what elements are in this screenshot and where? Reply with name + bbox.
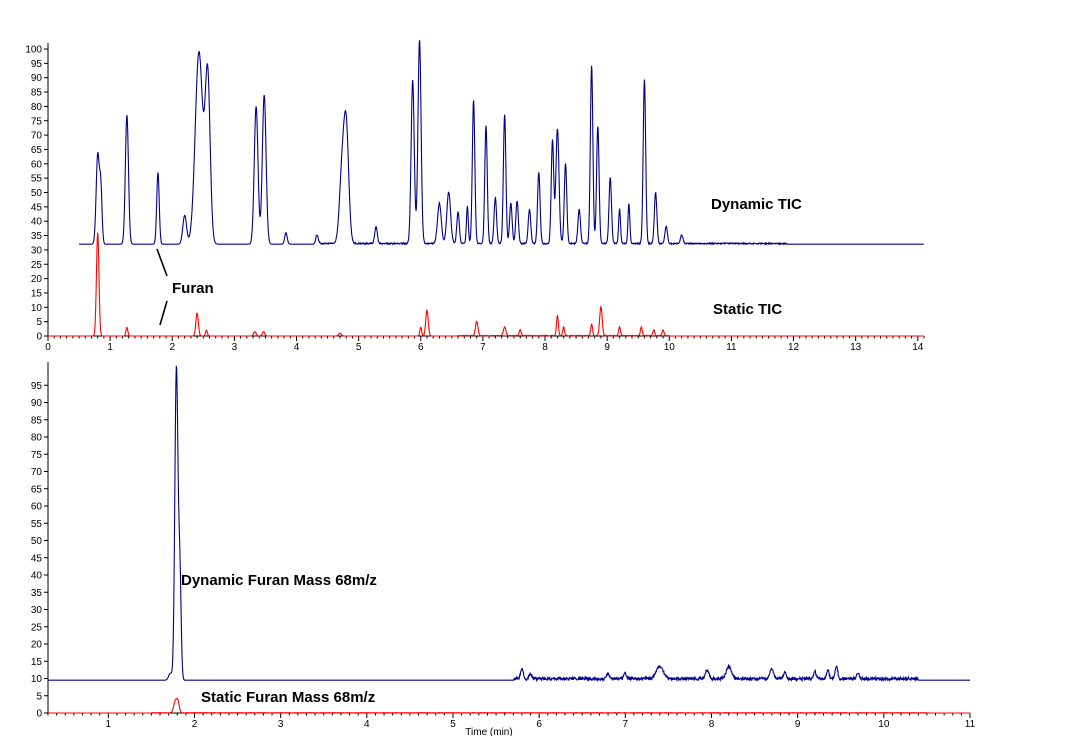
y-tick-label: 0	[36, 709, 42, 720]
series-line-dynamic-tic	[79, 40, 924, 246]
y-tick-label: 40	[31, 217, 43, 228]
y-tick-label: 5	[36, 691, 42, 702]
tic-chromatogram-panel: 0510152025303540455055606570758085909510…	[25, 40, 925, 353]
y-tick-label: 55	[31, 174, 43, 185]
y-tick-label: 10	[31, 303, 43, 314]
x-tick-label: 2	[192, 719, 198, 730]
x-tick-label: 10	[664, 342, 676, 353]
y-tick-label: 70	[31, 467, 43, 478]
series-line-dynamic-furan-mass-68m-z	[48, 365, 970, 683]
y-tick-label: 55	[31, 519, 43, 530]
y-tick-label: 35	[31, 588, 43, 599]
y-tick-label: 95	[31, 59, 43, 70]
y-tick-label: 0	[36, 332, 42, 343]
y-tick-label: 40	[31, 571, 43, 582]
x-tick-label: 6	[536, 719, 542, 730]
y-tick-label: 50	[31, 188, 43, 199]
furan-pointer-line	[156, 248, 168, 277]
y-tick-label: 45	[31, 553, 43, 564]
x-tick-label: 9	[795, 719, 801, 730]
x-tick-label: 7	[623, 719, 629, 730]
y-tick-label: 90	[31, 398, 43, 409]
series-line-static-tic	[48, 232, 924, 338]
x-tick-label: 7	[480, 342, 486, 353]
x-tick-label: 11	[726, 342, 737, 353]
y-tick-label: 70	[31, 131, 43, 142]
x-tick-label: 1	[106, 719, 112, 730]
y-tick-label: 20	[31, 274, 43, 285]
x-axis-title: Time (min)	[465, 727, 512, 736]
x-tick-label: 4	[364, 719, 370, 730]
x-tick-label: 3	[278, 719, 284, 730]
x-tick-label: 8	[709, 719, 715, 730]
x-tick-label: 5	[356, 342, 362, 353]
furan-pointer-line	[159, 300, 168, 326]
x-tick-label: 12	[788, 342, 800, 353]
y-tick-label: 80	[31, 433, 43, 444]
y-tick-label: 95	[31, 381, 43, 392]
annotation-furan: Furan	[172, 280, 214, 297]
annotation-static-tic: Static TIC	[713, 301, 782, 318]
y-tick-label: 85	[31, 415, 43, 426]
y-tick-label: 25	[31, 260, 43, 271]
x-tick-label: 9	[604, 342, 610, 353]
y-tick-label: 65	[31, 145, 43, 156]
x-tick-label: 5	[450, 719, 456, 730]
y-tick-label: 30	[31, 245, 43, 256]
y-tick-label: 25	[31, 622, 43, 633]
y-tick-label: 20	[31, 640, 43, 651]
x-tick-label: 13	[850, 342, 862, 353]
annotation-dynamic-tic: Dynamic TIC	[711, 196, 802, 213]
y-tick-label: 100	[25, 45, 42, 56]
y-tick-label: 60	[31, 159, 43, 170]
y-tick-label: 5	[36, 317, 42, 328]
annotation-dynamic-furan-mass-68m-z: Dynamic Furan Mass 68m/z	[181, 572, 377, 589]
y-tick-label: 60	[31, 502, 43, 513]
y-tick-label: 15	[31, 288, 43, 299]
y-tick-label: 80	[31, 102, 43, 113]
y-tick-label: 65	[31, 484, 43, 495]
series-line-static-furan-mass-68m-z	[48, 697, 970, 714]
y-tick-label: 90	[31, 73, 43, 84]
y-tick-label: 10	[31, 674, 43, 685]
x-tick-label: 0	[45, 342, 51, 353]
annotation-static-furan-mass-68m-z: Static Furan Mass 68m/z	[201, 689, 375, 706]
y-tick-label: 15	[31, 657, 43, 668]
x-tick-label: 11	[965, 719, 976, 730]
x-tick-label: 4	[294, 342, 300, 353]
y-tick-label: 30	[31, 605, 43, 616]
y-tick-label: 85	[31, 88, 43, 99]
y-tick-label: 35	[31, 231, 43, 242]
x-tick-label: 8	[542, 342, 548, 353]
x-tick-label: 1	[107, 342, 113, 353]
y-tick-label: 75	[31, 116, 43, 127]
y-tick-label: 50	[31, 536, 43, 547]
y-tick-label: 75	[31, 450, 43, 461]
x-tick-label: 2	[169, 342, 175, 353]
x-tick-label: 3	[232, 342, 238, 353]
y-tick-label: 45	[31, 202, 43, 213]
x-tick-label: 14	[912, 342, 924, 353]
x-tick-label: 6	[418, 342, 424, 353]
x-tick-label: 10	[878, 719, 890, 730]
